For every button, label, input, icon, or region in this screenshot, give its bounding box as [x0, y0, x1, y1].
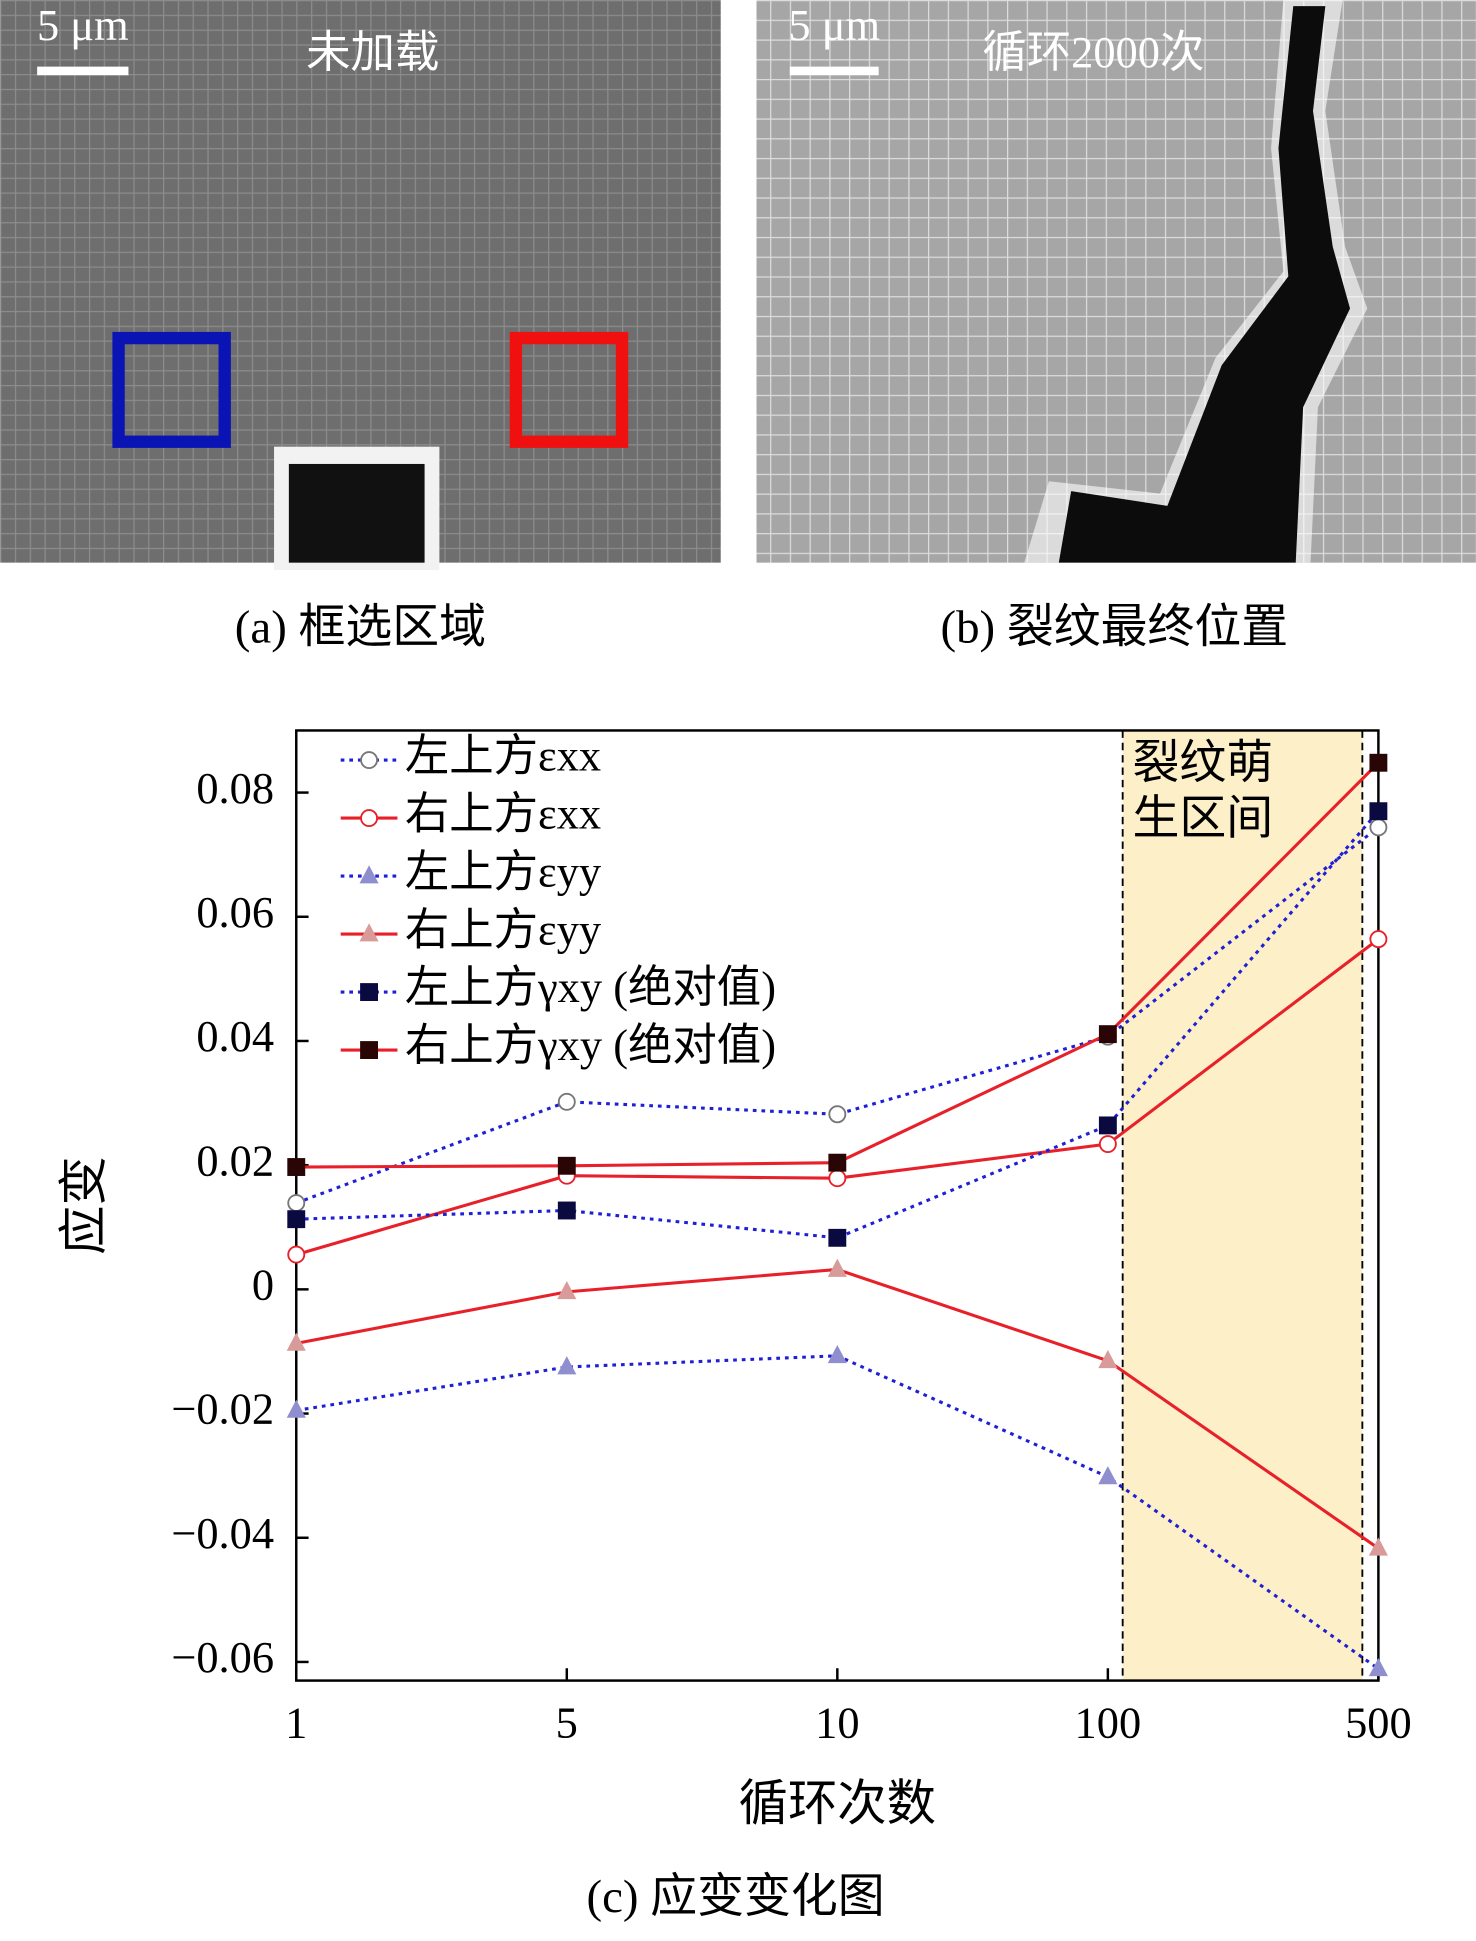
- y-tick-label: 0.06: [196, 887, 274, 937]
- marker: [1098, 1135, 1117, 1153]
- marker: [1098, 1116, 1117, 1135]
- marker: [1369, 930, 1388, 949]
- x-tick-label: 500: [1345, 1698, 1412, 1748]
- caption: (b) 裂纹最终位置: [941, 602, 1289, 654]
- marker: [828, 1105, 847, 1124]
- marker: [359, 923, 379, 942]
- y-tick-label: 0.08: [196, 763, 274, 813]
- marker: [287, 1194, 306, 1212]
- x-axis-label: 循环次数: [739, 1776, 936, 1831]
- panel-label: 未加载: [306, 27, 439, 77]
- marker: [360, 1041, 379, 1060]
- marker: [1098, 1349, 1118, 1369]
- series-line: [295, 826, 1380, 1205]
- marker: [1098, 1466, 1118, 1485]
- scale-label: 5 μm: [788, 0, 880, 50]
- marker: [1368, 1657, 1388, 1677]
- caption: (a) 框选区域: [235, 602, 486, 654]
- marker: [286, 1332, 306, 1351]
- marker: [286, 1399, 306, 1418]
- marker: [557, 1356, 577, 1375]
- x-tick-label: 1: [285, 1698, 307, 1748]
- marker: [287, 1245, 306, 1264]
- marker: [360, 809, 379, 828]
- marker: [1368, 1537, 1388, 1556]
- marker: [557, 1281, 577, 1300]
- y-tick-label: 0: [252, 1260, 274, 1310]
- legend-label: 右上方εxx: [405, 788, 601, 838]
- marker: [557, 1092, 576, 1111]
- marker: [1098, 1025, 1117, 1044]
- marker: [360, 983, 379, 1002]
- panel-a: 5 μm 未加载 (a) 框选区域: [0, 0, 721, 654]
- y-axis-label: 应变: [56, 1156, 111, 1255]
- marker: [1369, 802, 1388, 821]
- box-right: [509, 331, 629, 448]
- panel-label: 循环2000次: [982, 27, 1204, 77]
- marker: [287, 1158, 306, 1176]
- y-tick-label: 0.04: [196, 1011, 274, 1061]
- x-tick-label: 100: [1075, 1698, 1142, 1748]
- crack: [1058, 6, 1351, 563]
- scale-bar: [37, 66, 129, 76]
- marker: [557, 1201, 576, 1220]
- y-tick-label: −0.06: [171, 1632, 274, 1682]
- box-left: [112, 331, 231, 448]
- marker: [827, 1344, 847, 1364]
- marker: [828, 1228, 847, 1247]
- legend-label: 左上方εxx: [405, 730, 601, 780]
- legend-label: 左上方εyy: [405, 846, 602, 896]
- legend-label: 右上方γxy (绝对值): [405, 1020, 776, 1070]
- marker: [359, 865, 379, 884]
- panel-b: 5 μm 循环2000次 (b) 裂纹最终位置: [756, 0, 1476, 654]
- marker: [828, 1153, 847, 1172]
- caption: (c) 应变变化图: [586, 1871, 884, 1923]
- marker: [828, 1169, 847, 1188]
- marker: [1369, 818, 1388, 837]
- legend-label: 左上方γxy (绝对值): [405, 962, 776, 1012]
- marker: [287, 1210, 306, 1229]
- notch: [288, 463, 425, 563]
- marker: [360, 751, 379, 770]
- scale-label: 5 μm: [37, 0, 129, 50]
- x-tick-label: 10: [815, 1698, 859, 1748]
- y-tick-label: 0.02: [196, 1135, 274, 1185]
- highlight-band: [1122, 730, 1363, 1681]
- marker: [1369, 753, 1388, 772]
- legend-label: 右上方εyy: [405, 904, 602, 954]
- annotation: 裂纹萌: [1133, 737, 1274, 789]
- marker: [827, 1258, 847, 1277]
- y-tick-label: −0.02: [171, 1384, 274, 1434]
- x-tick-label: 5: [556, 1698, 578, 1748]
- sem-image: [756, 0, 1476, 563]
- scale-bar: [789, 66, 879, 76]
- annotation: 生区间: [1133, 793, 1274, 845]
- y-tick-label: −0.04: [171, 1508, 274, 1558]
- marker: [557, 1156, 576, 1175]
